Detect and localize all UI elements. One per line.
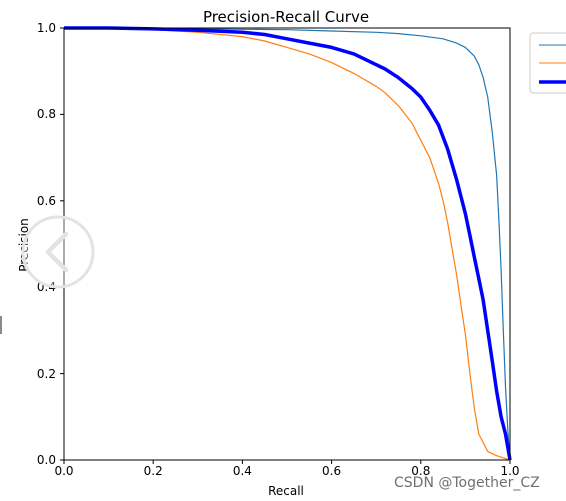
x-tick-label: 0.6 (322, 464, 341, 478)
watermark: CSDN @Together_CZ (394, 475, 540, 491)
series-line-2 (64, 26, 512, 461)
x-tick-label: 0.2 (144, 464, 163, 478)
x-tick-label: 0.4 (233, 464, 252, 478)
y-tick-label: 0.0 (37, 453, 56, 467)
series-line-1 (63, 27, 511, 461)
plot-frame (63, 27, 511, 461)
left-edge-mark (0, 316, 5, 334)
chart-title: Precision-Recall Curve (203, 8, 369, 26)
x-tick-label: 0.0 (54, 464, 73, 478)
series-layer (63, 26, 512, 461)
x-tick-label: 0.8 (411, 464, 430, 478)
y-tick-label: 0.8 (37, 107, 56, 121)
x-tick-label: 1.0 (500, 464, 519, 478)
circle-chevron-left-icon[interactable] (21, 215, 95, 289)
y-tick-label: 1.0 (37, 21, 56, 35)
x-axis-label: Recall (268, 484, 304, 498)
tick-marks (60, 27, 511, 464)
y-tick-label: 0.2 (37, 367, 56, 381)
y-tick-label: 0.6 (37, 194, 56, 208)
x-tick-labels: 0.0 0.2 0.4 0.6 0.8 1.0 (54, 464, 519, 478)
series-line-0 (64, 27, 511, 461)
legend (529, 32, 566, 94)
